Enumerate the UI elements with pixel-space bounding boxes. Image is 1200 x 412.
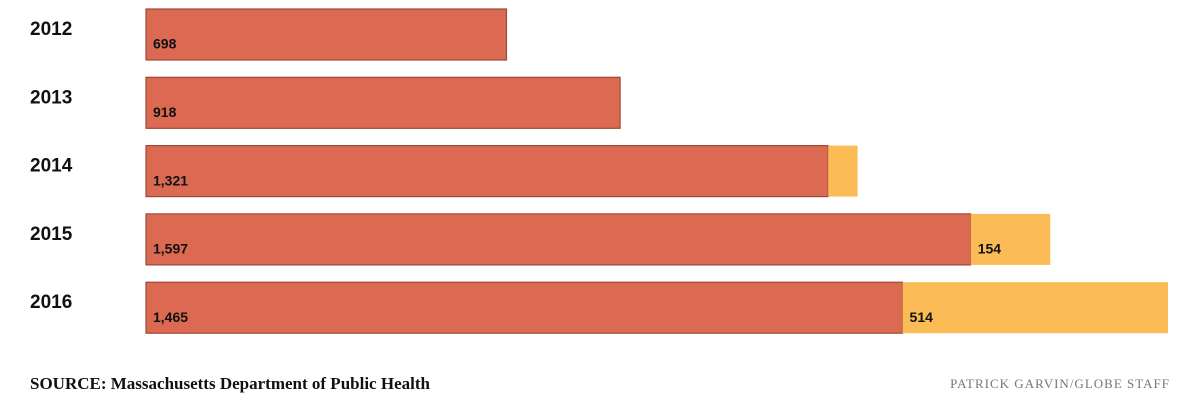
value-label: 1,321 <box>153 172 188 188</box>
value-label: 514 <box>910 309 934 325</box>
year-label: 2013 <box>30 87 72 108</box>
value-label: 1,465 <box>153 309 188 325</box>
source: SOURCE: Massachusetts Department of Publ… <box>30 374 430 393</box>
bar-segment <box>145 8 508 61</box>
value-label: 918 <box>153 104 177 120</box>
credit: PATRICK GARVIN/GLOBE STAFF <box>950 376 1170 391</box>
value-label: 154 <box>978 241 1002 257</box>
year-label: 2016 <box>30 292 72 313</box>
bar-segment <box>145 281 904 334</box>
bar-segment <box>145 213 972 266</box>
bar-segment <box>145 76 621 129</box>
bar-segment <box>828 145 858 197</box>
year-label: 2015 <box>30 224 73 245</box>
bar-segment <box>902 282 1168 334</box>
bar-segment <box>970 213 1051 265</box>
year-label: 2012 <box>30 19 72 40</box>
value-label: 698 <box>153 36 177 52</box>
bar-segment <box>145 145 829 198</box>
year-label: 2014 <box>30 156 73 177</box>
value-label: 1,597 <box>153 241 188 257</box>
